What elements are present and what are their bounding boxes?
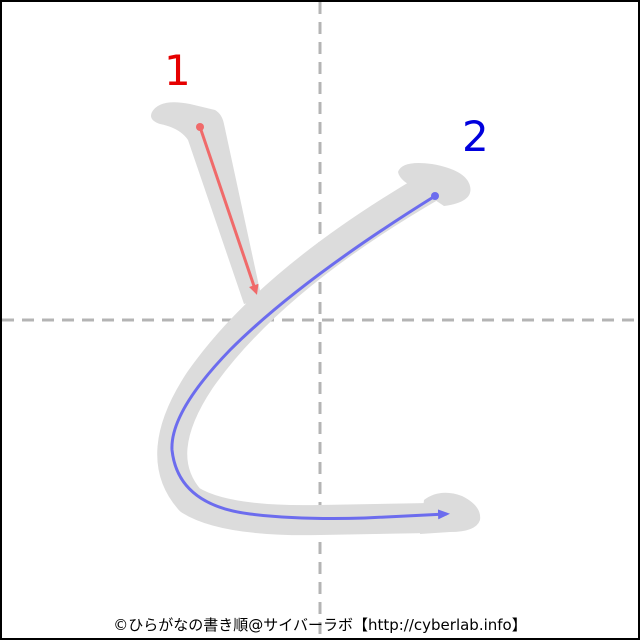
copyright-credit: ©ひらがなの書き順@サイバーラボ【http://cyberlab.info】 [113,616,527,634]
stroke-1-arrow [198,126,259,295]
character-stroke-2-end-ink [420,492,481,534]
character-stroke-2-start-ink [398,163,471,206]
stroke-2-arrow [170,194,450,520]
stroke-number-2: 2 [462,112,489,161]
stroke-number-1: 1 [164,46,191,95]
character-stroke-1-ink [151,102,262,304]
